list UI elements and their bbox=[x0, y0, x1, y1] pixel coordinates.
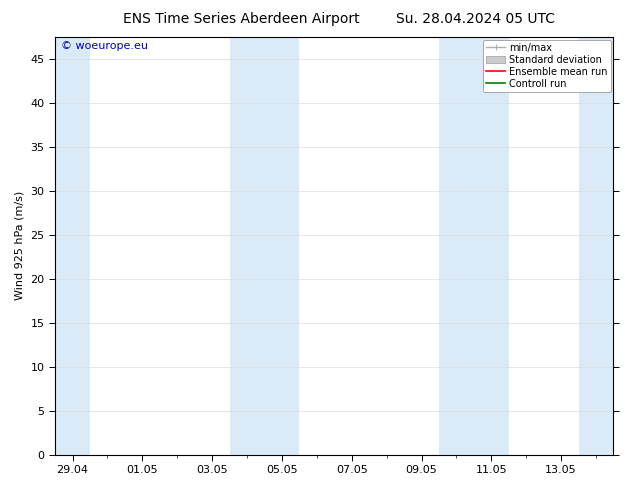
Text: ENS Time Series Aberdeen Airport: ENS Time Series Aberdeen Airport bbox=[122, 12, 359, 26]
Bar bbox=[474, 37, 508, 455]
Bar bbox=[579, 37, 614, 455]
Bar bbox=[264, 37, 299, 455]
Bar bbox=[439, 37, 474, 455]
Y-axis label: Wind 925 hPa (m/s): Wind 925 hPa (m/s) bbox=[15, 191, 25, 300]
Text: Su. 28.04.2024 05 UTC: Su. 28.04.2024 05 UTC bbox=[396, 12, 555, 26]
Bar bbox=[55, 37, 90, 455]
Bar bbox=[230, 37, 264, 455]
Legend: min/max, Standard deviation, Ensemble mean run, Controll run: min/max, Standard deviation, Ensemble me… bbox=[483, 40, 611, 92]
Text: © woeurope.eu: © woeurope.eu bbox=[61, 41, 148, 51]
